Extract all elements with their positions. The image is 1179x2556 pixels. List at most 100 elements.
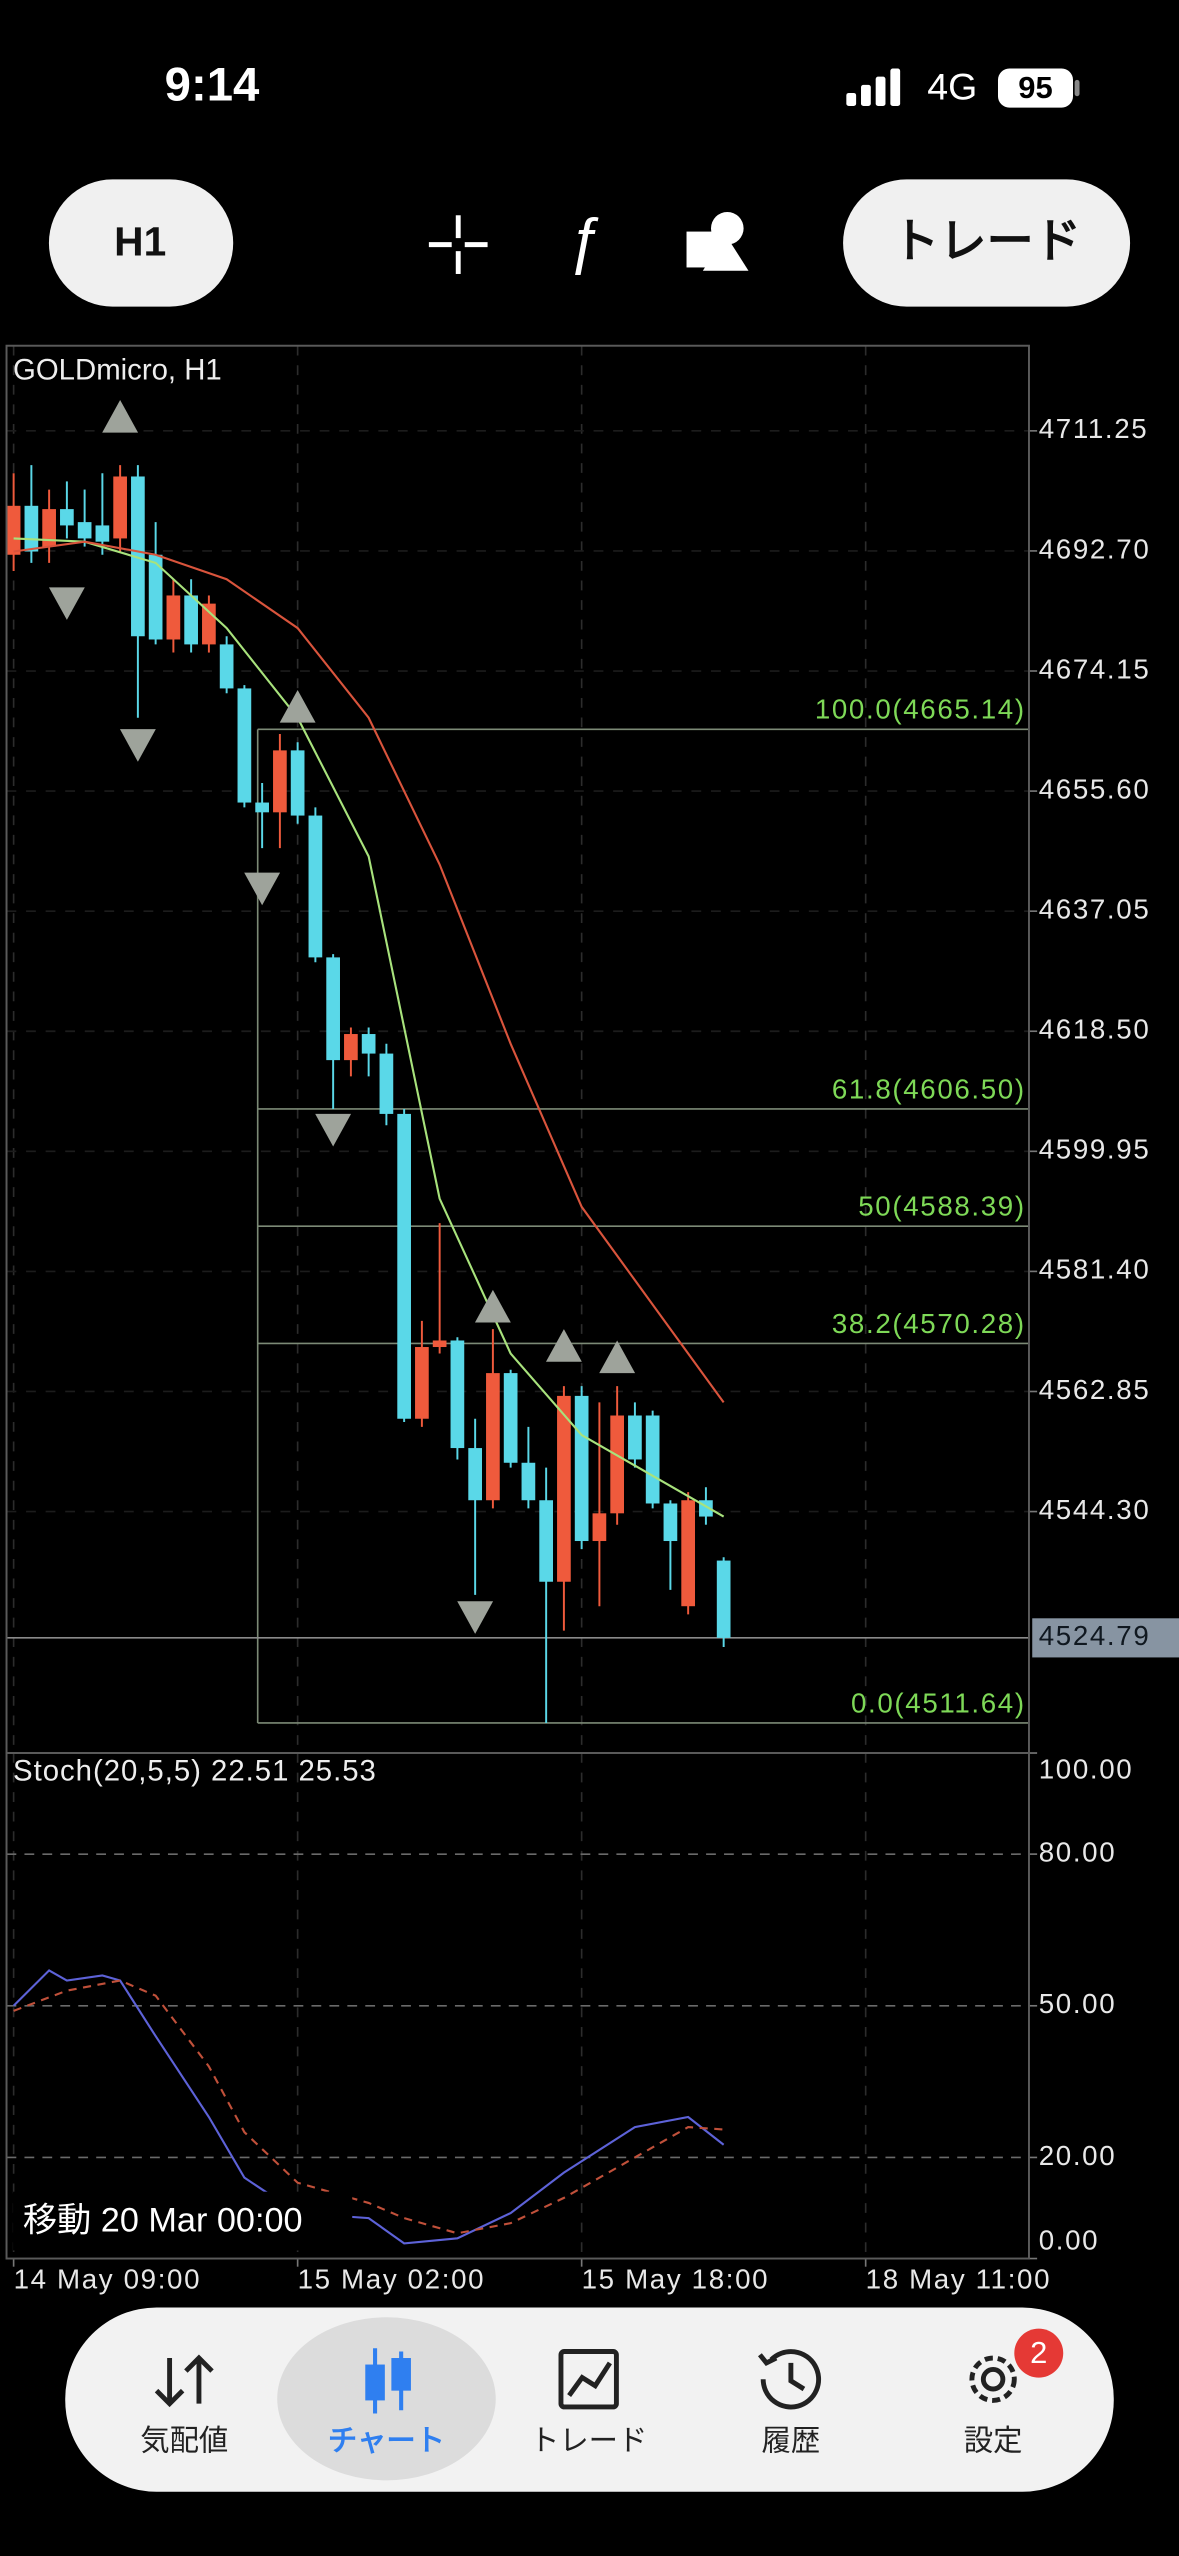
network: 4G	[927, 66, 977, 108]
tab-label[interactable]: 気配値	[140, 2425, 228, 2458]
candle-body	[557, 1395, 571, 1582]
series-line	[13, 540, 725, 1404]
trade-button-label: トレード	[892, 215, 1081, 268]
candle-body	[432, 1340, 447, 1348]
fractal-up	[545, 1329, 582, 1362]
chart-icon[interactable]	[365, 2348, 411, 2414]
y-tick-label: 4674.15	[1039, 653, 1151, 684]
candle-body	[326, 957, 340, 1061]
history-icon[interactable]	[757, 2349, 822, 2410]
fib-label: 100.0(4665.14)	[815, 694, 1026, 725]
candle-body	[290, 750, 305, 816]
series-line	[13, 537, 725, 1518]
candle-body	[539, 1500, 553, 1582]
candle-body	[344, 1034, 358, 1061]
tab-label[interactable]: チャート	[328, 2425, 445, 2458]
candle-body	[6, 505, 21, 555]
fractal-up	[279, 690, 316, 723]
candle-body	[521, 1462, 536, 1501]
indicator-tool[interactable]: ƒ	[567, 206, 601, 275]
y-tick-label: 4655.60	[1039, 773, 1151, 804]
candle-body	[24, 505, 39, 552]
trade-icon[interactable]	[558, 2349, 619, 2410]
y-tick-label: 100.00	[1039, 1753, 1134, 1784]
candle-body	[628, 1415, 642, 1460]
candle-body	[60, 509, 74, 526]
y-tick-label: 80.00	[1039, 1836, 1117, 1867]
timeframe-button[interactable]	[48, 179, 234, 307]
battery	[997, 68, 1074, 108]
candle-body	[308, 815, 323, 958]
fractal-down	[119, 729, 156, 762]
quotes-icon[interactable]	[154, 2354, 214, 2408]
candle-body	[503, 1373, 518, 1463]
last-price-label: 4524.79	[1039, 1620, 1151, 1651]
settings-icon[interactable]	[969, 2355, 1017, 2403]
x-tick-label: 15 May 02:00	[298, 2264, 486, 2295]
candle-body	[397, 1113, 411, 1419]
tab-highlight	[277, 2317, 496, 2481]
y-tick-label: 4692.70	[1039, 533, 1151, 564]
y-tick-label: 4562.85	[1039, 1374, 1151, 1405]
candle-body	[148, 554, 163, 640]
battery-tip	[1074, 79, 1080, 97]
candle-body	[716, 1560, 731, 1638]
y-tick-label: 4618.50	[1039, 1014, 1151, 1045]
crosshair-label-bg	[13, 2191, 353, 2251]
candle-body	[237, 688, 252, 803]
candle-body	[610, 1415, 625, 1514]
trade-button[interactable]	[843, 179, 1131, 307]
crosshair-tool[interactable]	[428, 215, 488, 274]
candle-body	[592, 1513, 607, 1542]
y-tick-label: 0.00	[1039, 2225, 1099, 2256]
tab-bar	[65, 2307, 1114, 2492]
y-tick-label: 4599.95	[1039, 1134, 1151, 1165]
fib-label: 38.2(4570.28)	[832, 1308, 1026, 1339]
candle-body	[166, 595, 181, 640]
candle-body	[379, 1053, 394, 1114]
fib-label: 61.8(4606.50)	[832, 1073, 1026, 1104]
candle-body	[42, 509, 56, 547]
candle-body	[202, 603, 216, 645]
fractal-up	[599, 1340, 636, 1374]
tab-label[interactable]: 設定	[964, 2425, 1023, 2458]
crosshair-label: 移動 20 Mar 00:00	[23, 2202, 303, 2240]
candle-body	[77, 522, 92, 539]
candle-body	[131, 476, 145, 637]
fib-label: 0.0(4511.64)	[851, 1687, 1026, 1718]
chart-title: GOLDmicro, H1	[13, 354, 222, 387]
battery-level: 95	[1018, 70, 1052, 105]
status-time: 9:14	[165, 59, 260, 112]
candle-body	[450, 1340, 465, 1449]
y-tick-label: 50.00	[1039, 1988, 1117, 2019]
candle-body	[681, 1500, 696, 1607]
candle-body	[273, 750, 287, 813]
candle-body	[574, 1395, 589, 1542]
fractal-up	[474, 1289, 511, 1323]
signal-icon	[846, 68, 901, 107]
fractal-down	[244, 872, 281, 906]
tab-label[interactable]: トレード	[530, 2425, 647, 2458]
y-tick-label: 4581.40	[1039, 1254, 1151, 1285]
candle-body	[468, 1448, 482, 1501]
last-price-bg	[1032, 1618, 1179, 1658]
y-tick-label: 4544.30	[1039, 1494, 1151, 1525]
x-tick-label: 14 May 09:00	[14, 2264, 202, 2295]
x-tick-label: 15 May 18:00	[582, 2264, 770, 2295]
y-tick-label: 4711.25	[1039, 413, 1149, 444]
series-line	[13, 1979, 724, 2235]
tab-label[interactable]: 履歴	[762, 2425, 821, 2458]
y-tick-label: 20.00	[1039, 2140, 1117, 2171]
candle-body	[486, 1373, 500, 1501]
fractal-down	[315, 1113, 352, 1147]
candle-body	[95, 525, 110, 542]
fractal-down	[457, 1601, 494, 1634]
stoch-panel-frame	[5, 1752, 1030, 2260]
objects-tool[interactable]	[686, 212, 749, 271]
y-tick-label: 4637.05	[1039, 893, 1151, 924]
timeframe-label: H1	[114, 218, 166, 264]
